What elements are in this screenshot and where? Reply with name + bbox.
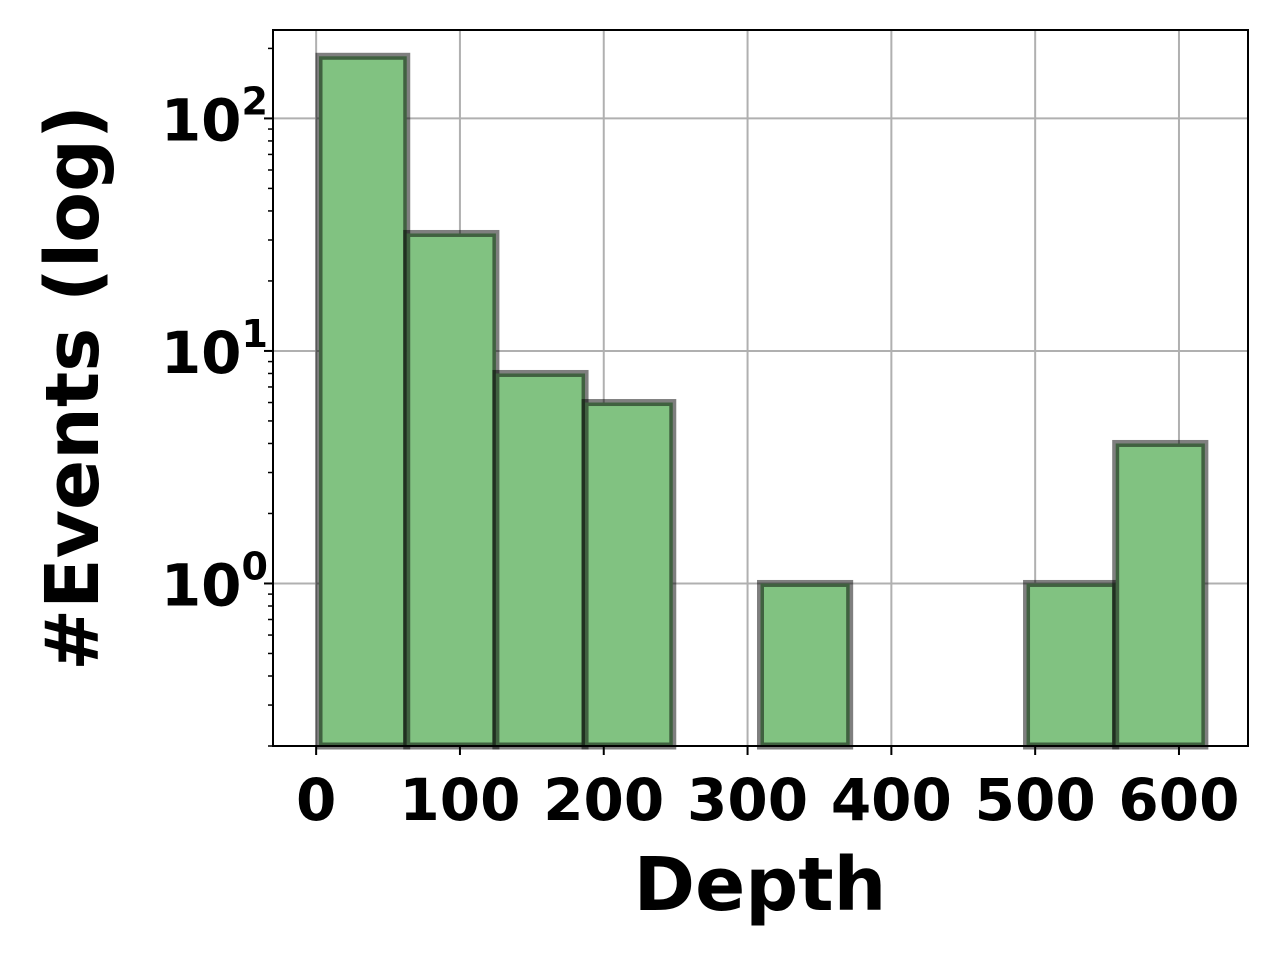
- x-axis-title: Depth: [634, 842, 887, 928]
- histogram-bar-5: [757, 579, 854, 750]
- histogram-bar-1: [315, 52, 411, 750]
- x-tick-label: 100: [399, 766, 520, 834]
- x-tick-label: 400: [831, 766, 952, 834]
- y-tick-label: 102: [161, 79, 268, 154]
- y-tick-label: 100: [161, 544, 268, 619]
- plot-frame: [272, 29, 1249, 747]
- x-tick-label: 300: [687, 766, 808, 834]
- y-axis-title: #Events (log): [30, 105, 116, 671]
- histogram-bar-4: [581, 399, 677, 750]
- histogram-bar-6: [1023, 579, 1120, 750]
- histogram-bar-2: [403, 229, 500, 750]
- x-tick-label: 0: [296, 766, 336, 834]
- x-tick-label: 600: [1118, 766, 1239, 834]
- x-tick-label: 200: [543, 766, 664, 834]
- histogram-bars: [315, 52, 1209, 750]
- x-tick-label: 500: [975, 766, 1096, 834]
- x-axis-ticks: 0 100 200 300 400 500 600: [296, 746, 1240, 834]
- y-axis-ticks: 100 101 102: [161, 47, 273, 747]
- grid-lines: [273, 30, 1248, 746]
- histogram-bar-3: [492, 369, 589, 750]
- histogram-bar-7: [1112, 439, 1209, 750]
- y-tick-label: 101: [161, 312, 268, 387]
